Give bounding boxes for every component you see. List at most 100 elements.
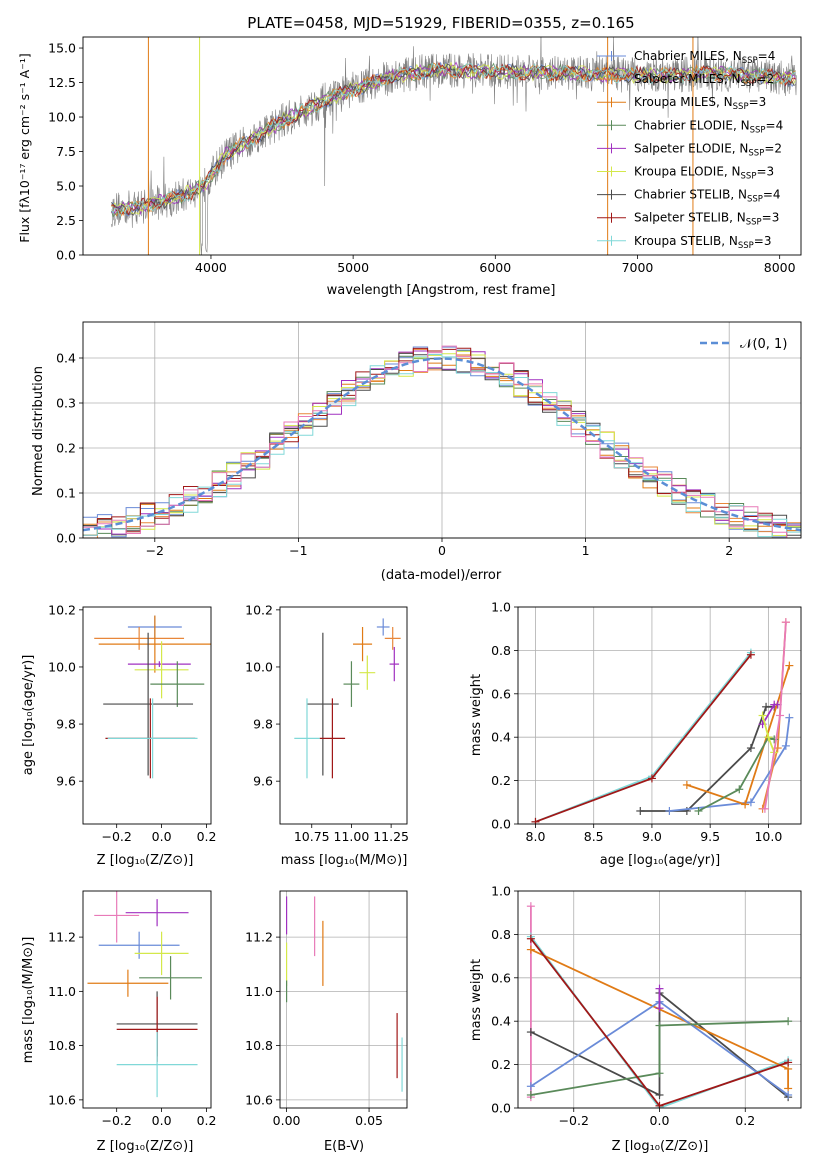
massweight-vs-age-y-tick-label: 1.0 [491, 600, 511, 615]
model-spectrum-line [111, 61, 797, 216]
legend-label: Kroupa STELIB, NSSP=3 [634, 234, 772, 251]
residual-x-label: (data-model)/error [381, 568, 502, 583]
legend-label: Kroupa ELODIE, NSSP=3 [634, 165, 774, 182]
axes-frame [279, 606, 408, 825]
mass-vs-ebv-grid [280, 891, 407, 1108]
histogram-series [83, 352, 801, 536]
mass-vs-ebv-frame [279, 890, 408, 1109]
mass-vs-z-y-tick-label: 11.0 [48, 984, 76, 999]
massweight-vs-age-x-tick-label: 8.0 [526, 829, 546, 844]
model-spectrum-line [111, 62, 797, 215]
legend-label: Salpeter ELODIE, NSSP=2 [634, 141, 782, 158]
mass-weight-line [535, 654, 752, 823]
age-vs-z-frame [82, 606, 212, 825]
residuals-y-tick-label: 0.4 [56, 351, 76, 366]
massweight-vs-z-panel: −0.2 0.0 0.2 0.0 0.2 0.4 0.6 0.8 1.0 Z [log₁₀(Z/… [469, 884, 802, 1154]
axes-frame [517, 606, 802, 825]
residuals-x-tick-label: 2 [725, 543, 733, 558]
massweight-vs-z-y-tick-label: 0.8 [491, 927, 511, 942]
mass-vs-z-panel: −0.2 0.0 0.2 10.6 10.8 11.0 11.2 Z [log₁₀(Z/Z⊙… [21, 890, 216, 1154]
residuals-x-tick-label: −1 [289, 543, 307, 558]
mass-vs-z-x-label: Z [log₁₀(Z/Z⊙)] [97, 1139, 194, 1154]
legend-label: Salpeter STELIB, NSSP=3 [634, 211, 779, 228]
massweight-vs-age-x-label: age [log₁₀(age/yr)] [600, 853, 721, 868]
axes-frame [82, 890, 212, 1109]
age-vs-mass-y-tick-label: 9.8 [253, 717, 273, 732]
spectrum-y-tick-label: 15.0 [48, 41, 76, 56]
residuals-x-tick-label: 0 [438, 543, 446, 558]
mass-vs-ebv-y-tick-label: 11.0 [245, 984, 273, 999]
massweight-vs-z-x-tick-label: −0.2 [559, 1113, 589, 1128]
spectrum-frame [82, 36, 802, 256]
age-vs-z-plot-area [94, 615, 211, 779]
massweight-vs-age-y-tick-label: 0.8 [491, 643, 511, 658]
massweight-vs-z-y-tick-label: 0.6 [491, 970, 511, 985]
spectrum-y-tick-label: 7.5 [56, 144, 76, 159]
residual-legend: 𝒩(0, 1) [700, 337, 787, 352]
gaussian-legend-label: 𝒩(0, 1) [740, 337, 787, 352]
age-vs-z-x-label: Z [log₁₀(Z/Z⊙)] [97, 853, 194, 868]
massweight-vs-age-y-tick-label: 0.6 [491, 686, 511, 701]
spectrum-x-tick-label: 8000 [764, 260, 796, 275]
legend-label: Kroupa MILES, NSSP=3 [634, 95, 766, 112]
mass-vs-ebv-y-tick-label: 11.2 [245, 930, 273, 945]
mass-weight-line [640, 705, 775, 812]
massweight-vs-age-panel: 8.0 8.5 9.0 9.5 10.0 0.0 0.2 0.4 0.6 0.8 1.0 age [… [469, 600, 802, 868]
residuals-y-tick-label: 0.0 [56, 531, 76, 546]
spectrum-plot-area [110, 37, 797, 255]
residuals-y-tick-label: 0.3 [56, 396, 76, 411]
age-vs-mass-panel: 10.75 11.00 11.25 9.6 9.8 10.0 10.2 mass [log₁… [245, 602, 409, 868]
residuals-y-tick-label: 0.2 [56, 441, 76, 456]
mass-vs-z-ticks: −0.2 0.0 0.2 10.6 10.8 11.0 11.2 [48, 930, 216, 1128]
age-vs-mass-y-tick-label: 10.2 [245, 602, 273, 617]
massweight-vs-z-x-label: Z [log₁₀(Z/Z⊙)] [612, 1139, 709, 1154]
residuals-x-tick-label: 1 [582, 543, 590, 558]
massweight-vs-age-y-tick-label: 0.4 [491, 730, 511, 745]
massweight-vs-z-ticks: −0.2 0.0 0.2 0.0 0.2 0.4 0.6 0.8 1.0 [491, 884, 755, 1129]
mass-weight-line [530, 1020, 789, 1096]
age-vs-mass-x-tick-label: 11.25 [373, 829, 409, 844]
histogram-series [83, 345, 801, 538]
massweight-vs-age-plot-area [531, 618, 794, 824]
axes-frame [517, 890, 802, 1109]
age-vs-mass-y-tick-label: 9.6 [253, 774, 273, 789]
axes-frame [279, 890, 408, 1109]
massweight-vs-age-y-label: mass weight [469, 674, 484, 756]
massweight-vs-z-y-label: mass weight [469, 959, 484, 1041]
legend-label: Salpeter MILES, NSSP=2 [634, 72, 774, 89]
mass-weight-line [686, 665, 791, 806]
gaussian-reference-line [83, 357, 801, 532]
spectrum-y-tick-label: 12.5 [48, 75, 76, 90]
age-vs-z-panel: −0.2 0.0 0.2 9.6 9.8 10.0 10.2 Z [log₁₀(Z/Z⊙)]… [21, 602, 216, 868]
age-vs-mass-x-tick-label: 11.00 [334, 829, 370, 844]
massweight-vs-age-x-tick-label: 8.5 [584, 829, 604, 844]
residual-y-label: Normed distribution [31, 366, 46, 496]
mass-vs-z-x-tick-label: 0.0 [152, 1113, 172, 1128]
mass-vs-ebv-y-tick-label: 10.6 [245, 1092, 273, 1107]
age-vs-z-x-tick-label: 0.2 [197, 829, 217, 844]
residuals-x-tick-label: −2 [146, 543, 164, 558]
spectrum-legend: Chabrier MILES, NSSP=4 Salpeter MILES, NS… [597, 49, 783, 251]
mass-weight-line [669, 717, 791, 812]
residuals-plot-area [83, 345, 801, 538]
axes-frame [82, 321, 802, 539]
mass-vs-z-frame [82, 890, 212, 1109]
age-vs-z-x-tick-label: −0.2 [102, 829, 132, 844]
age-vs-z-y-tick-label: 9.8 [56, 717, 76, 732]
axes-frame [82, 606, 212, 825]
mass-vs-z-y-label: mass [log₁₀(M/M⊙)] [21, 937, 36, 1064]
spectrum-ticks: 4000 5000 6000 7000 8000 0.0 2.5 5.0 7.5 10.0 12.5… [48, 41, 795, 275]
legend-label: Chabrier MILES, NSSP=4 [634, 49, 775, 66]
massweight-vs-age-ticks: 8.0 8.5 9.0 9.5 10.0 0.0 0.2 0.4 0.6 0.8 1.0 [491, 600, 782, 845]
massweight-vs-z-y-tick-label: 0.4 [491, 1014, 511, 1029]
mass-vs-ebv-x-tick-label: 0.05 [355, 1113, 383, 1128]
axes-frame [82, 36, 802, 256]
massweight-vs-z-y-tick-label: 0.0 [491, 1101, 511, 1116]
massweight-vs-age-y-tick-label: 0.2 [491, 773, 511, 788]
residuals-ticks: −2 −1 0 1 2 0.0 0.1 0.2 0.3 0.4 [56, 351, 733, 559]
mass-vs-ebv-x-label: E(B-V) [324, 1139, 364, 1154]
mass-vs-ebv-panel: 0.00 0.05 10.6 10.8 11.0 11.2 E(B-V) [245, 890, 408, 1154]
mass-vs-z-x-tick-label: 0.2 [197, 1113, 217, 1128]
mass-vs-z-x-tick-label: −0.2 [102, 1113, 132, 1128]
massweight-vs-z-y-tick-label: 0.2 [491, 1057, 511, 1072]
